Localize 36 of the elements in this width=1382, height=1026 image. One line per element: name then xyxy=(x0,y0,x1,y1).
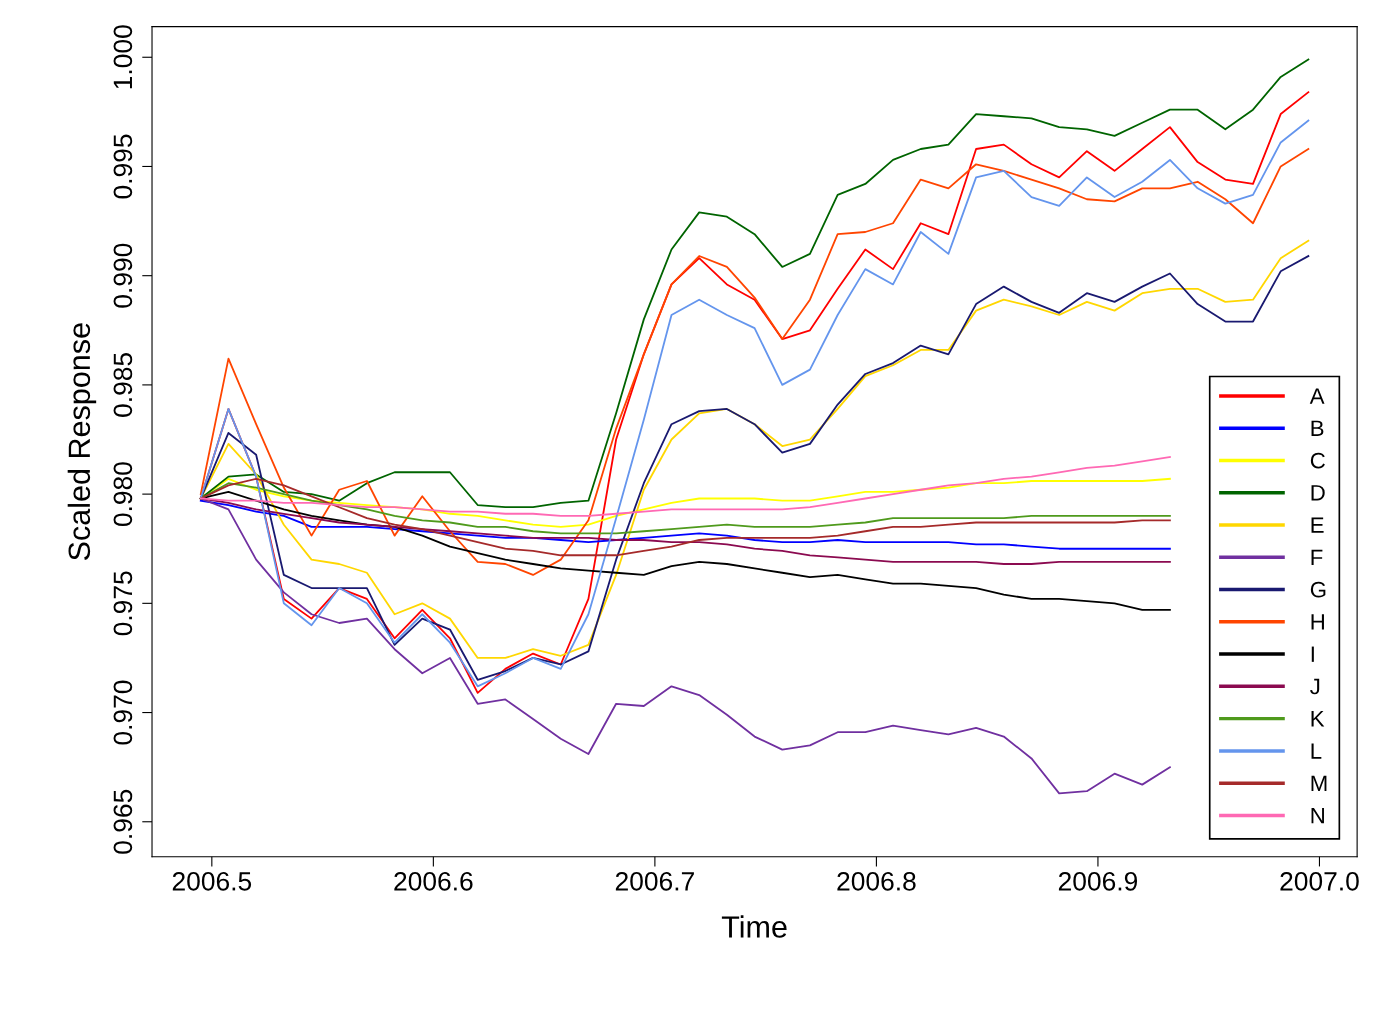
x-axis-title: Time xyxy=(721,915,787,938)
line-series xyxy=(199,482,1171,535)
legend-label: C xyxy=(1310,452,1325,469)
x-tick-label: 2006.8 xyxy=(837,871,916,891)
x-tick-label: 2006.5 xyxy=(172,871,252,891)
x-tick-label: 2006.6 xyxy=(394,871,473,891)
line-series xyxy=(199,477,1171,557)
y-tick-label: 0.975 xyxy=(113,571,133,636)
legend-label: F xyxy=(1311,549,1323,566)
legend-label: E xyxy=(1311,517,1324,533)
legend-label: L xyxy=(1311,743,1322,759)
x-tick-label: 2007.0 xyxy=(1280,871,1359,891)
legend-label: H xyxy=(1311,614,1324,630)
line-series xyxy=(199,456,1171,517)
legend-label: G xyxy=(1310,581,1326,598)
y-tick-label: 0.980 xyxy=(113,462,133,527)
y-tick-label: 0.990 xyxy=(113,243,133,308)
legend-label: J xyxy=(1310,678,1320,695)
y-tick-label: 0.965 xyxy=(113,789,133,854)
legend-label: K xyxy=(1311,711,1325,727)
legend-label: A xyxy=(1309,388,1325,404)
line-series xyxy=(199,499,1171,550)
legend-label: N xyxy=(1311,807,1324,824)
y-axis-title: Scaled Response xyxy=(67,323,97,561)
legend-label: D xyxy=(1311,485,1325,501)
legend-label: M xyxy=(1311,775,1327,791)
line-series xyxy=(199,148,1310,576)
legend-label: B xyxy=(1311,420,1324,436)
line-series xyxy=(199,497,1171,565)
x-tick-label: 2006.7 xyxy=(615,871,694,891)
y-tick-label: 0.995 xyxy=(113,134,133,199)
y-tick-label: 0.985 xyxy=(113,352,133,417)
legend-label: I xyxy=(1311,646,1314,662)
x-tick-label: 2006.9 xyxy=(1058,871,1138,891)
y-tick-label: 1.000 xyxy=(113,25,133,89)
y-tick-label: 0.970 xyxy=(113,680,133,745)
